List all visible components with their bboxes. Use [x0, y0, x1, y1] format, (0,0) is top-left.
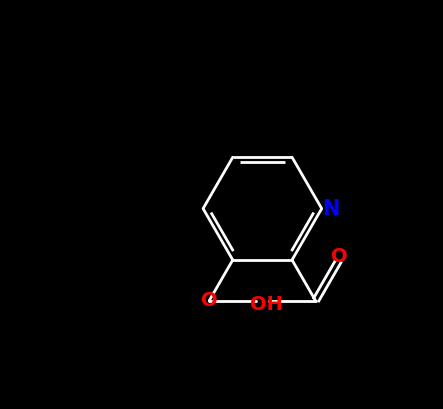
Text: N: N [322, 199, 339, 218]
Text: OH: OH [250, 295, 283, 314]
Text: O: O [201, 291, 217, 310]
Text: O: O [331, 247, 347, 266]
